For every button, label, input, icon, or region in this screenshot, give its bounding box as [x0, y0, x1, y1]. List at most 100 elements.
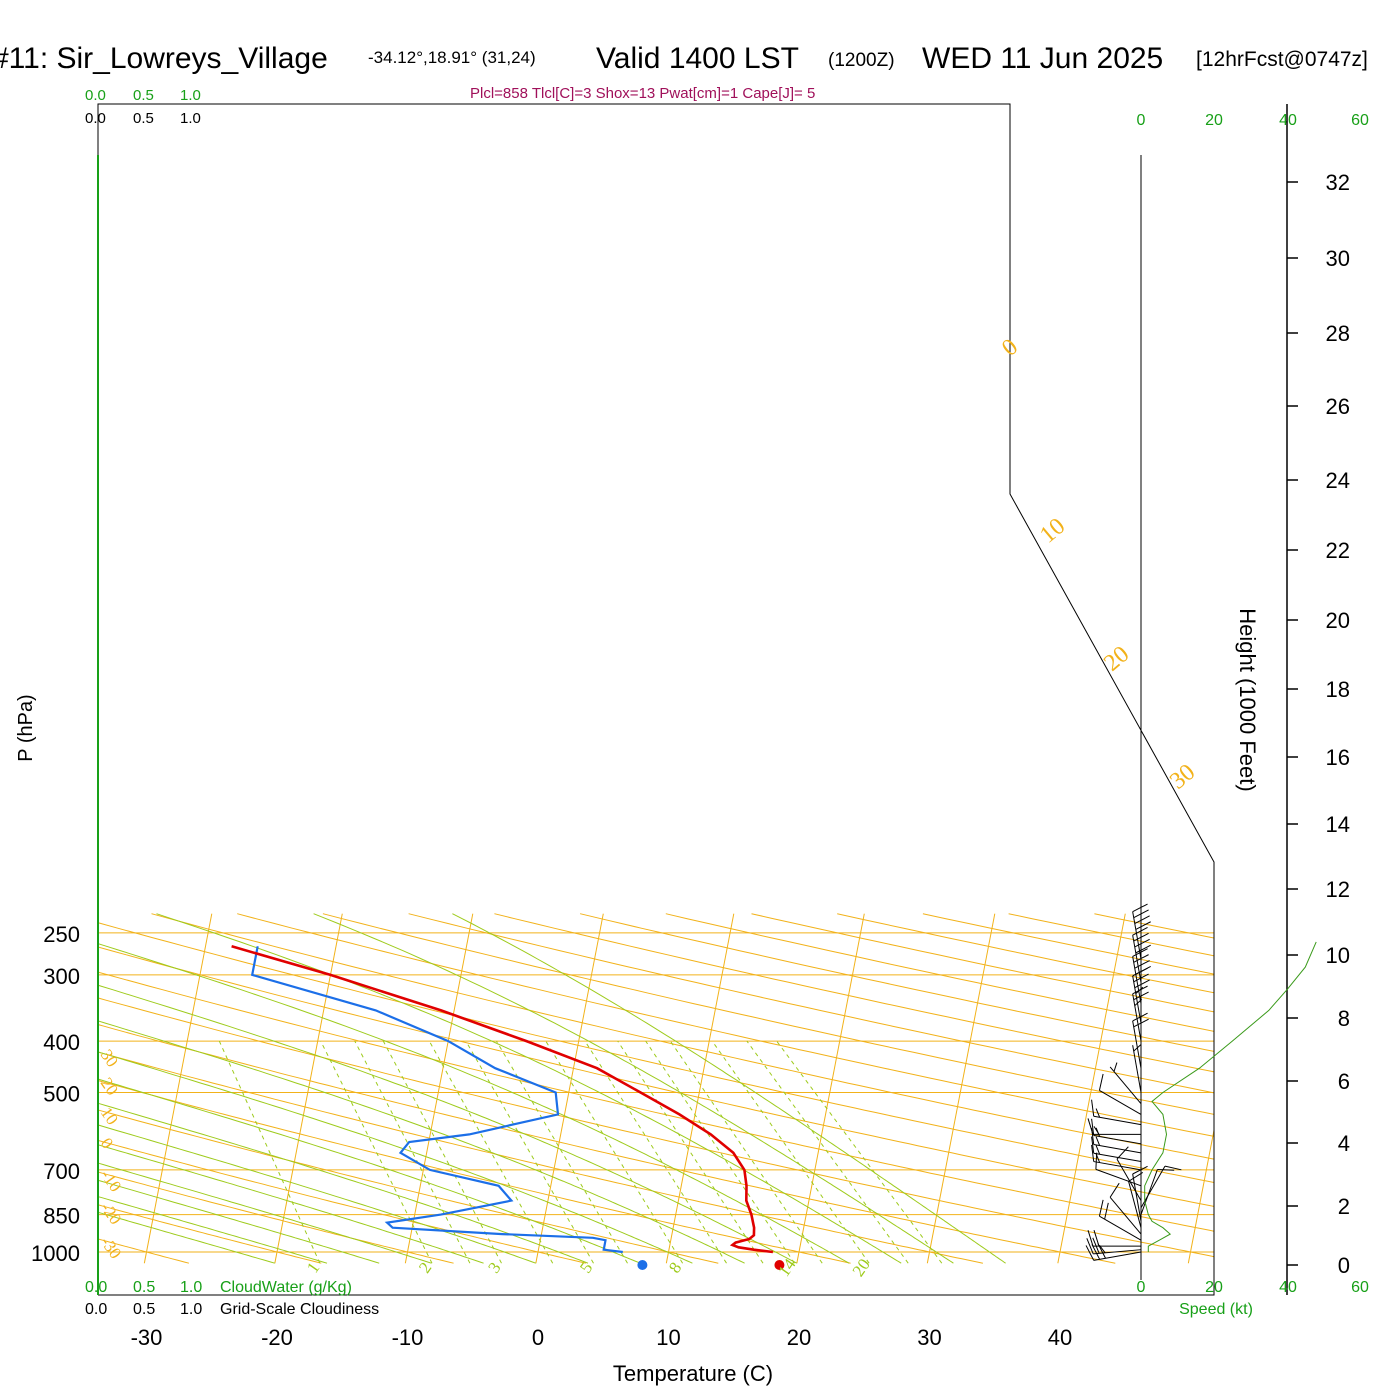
wind-barb-feather-850-0: [1157, 1168, 1175, 1171]
cw-tick-0: 0.0: [85, 87, 106, 104]
dry-adiabat-label-20: 20: [97, 1074, 122, 1099]
cloudwater-scale-bottom: 0.0 0.5 1.0 CloudWater (g/Kg): [85, 1279, 352, 1296]
valid-date: WED 11 Jun 2025: [922, 42, 1163, 75]
wind-barb-950: [1098, 1199, 1142, 1241]
height-tick-4: 4: [1338, 1131, 1350, 1156]
site-coords: -34.12°,18.91° (31,24): [368, 48, 536, 67]
wind-barb-feather-600-1: [1093, 1126, 1100, 1135]
isotherm-50: [1187, 913, 1214, 1264]
wind-barb-feather-1000-0: [1085, 1245, 1095, 1261]
cl-tick-1: 0.5: [133, 110, 154, 127]
isotherm-0: [535, 913, 604, 1264]
speed-profile-line: [1144, 941, 1317, 1252]
moist-adiabat-12: [98, 913, 693, 1264]
forecast-tag: [12hrFcst@0747z]: [1196, 48, 1368, 71]
x-tick-40: 40: [1048, 1325, 1072, 1350]
moist-adiabat-36: [452, 913, 1006, 1264]
wind-barb-675: [1091, 1136, 1142, 1163]
cloudiness-scale-top: 0.0 0.5 1.0: [85, 110, 201, 127]
mixing-ratio-20: [711, 1040, 870, 1264]
dry-adiabat--10: [98, 913, 454, 1264]
p-tick-850: 850: [43, 1204, 80, 1229]
spd-tick-1: 20: [1205, 112, 1223, 129]
wind-barb-feather-280-2: [1134, 915, 1150, 924]
p-tick-250: 250: [43, 922, 80, 947]
indices-line: Plcl=858 Tlcl[C]=3 Shox=13 Pwat[cm]=1 Ca…: [470, 85, 815, 102]
isotherm-label-right-10: 10: [1035, 513, 1070, 548]
moist-adiabat--20: [98, 913, 275, 1264]
wind-barb-925: [1109, 1182, 1142, 1235]
moist-adiabat--8: [98, 913, 432, 1264]
speed-scale-bottom: 0 20 40 60 Speed (kt): [1137, 1279, 1369, 1318]
spd-tick-2: 40: [1279, 112, 1297, 129]
mixing-ratio-12: [617, 1040, 764, 1264]
mixing-ratio-5: [465, 1040, 594, 1264]
moist-adiabat--12: [98, 913, 380, 1264]
dry-adiabat-10: [98, 913, 719, 1264]
wind-barb-feather-280-0: [1132, 903, 1148, 913]
cl-label: Grid-Scale Cloudiness: [220, 1301, 379, 1318]
dry-adiabat-100: [237, 913, 1214, 1264]
p-tick-300: 300: [43, 964, 80, 989]
isotherm-label-right-20: 20: [1099, 641, 1134, 676]
dry-adiabat--20: [98, 913, 322, 1264]
mixing-ratio-label-5: 5: [576, 1259, 596, 1277]
height-tick-26: 26: [1326, 394, 1350, 419]
wind-barb-feather-280-1: [1133, 909, 1149, 919]
wind-barb-feather-925-0: [1109, 1182, 1120, 1198]
wind-barb-feather-310-0: [1132, 927, 1148, 936]
wind-barb-feather-950-1: [1104, 1202, 1109, 1220]
wind-barb-575: [1091, 1099, 1142, 1126]
wind-barb-700: [1091, 1144, 1142, 1171]
dry-adiabat-140: [579, 913, 1214, 1264]
height-tick-12: 12: [1326, 877, 1350, 902]
x-tick-10: 10: [656, 1325, 680, 1350]
dry-adiabat-80: [98, 913, 1214, 1264]
wind-barb-975: [1087, 1230, 1141, 1247]
moist-adiabat-28: [156, 913, 902, 1264]
wind-barb-feather-700-0: [1091, 1144, 1095, 1162]
plot-frame: [97, 103, 1215, 1296]
height-tick-32: 32: [1326, 170, 1350, 195]
dry-adiabat-70: [98, 913, 1214, 1264]
wind-barb-staff-625: [1093, 1134, 1142, 1145]
mixing-ratio-label-14: 14: [774, 1255, 800, 1280]
dry-adiabat-150: [665, 913, 1214, 1264]
dry-adiabat-label--30: -30: [97, 1233, 126, 1262]
mixing-ratio-16: [669, 1040, 823, 1264]
wind-barb-feather-990-1: [1092, 1237, 1100, 1254]
moist-adiabat-32: [313, 913, 954, 1264]
x-tick-20: 20: [787, 1325, 811, 1350]
wind-barb-800: [1116, 1146, 1142, 1201]
speed-label: Speed (kt): [1179, 1301, 1253, 1318]
cl-tick-0: 0.0: [85, 110, 106, 127]
surface-dewpoint-marker: [637, 1260, 648, 1270]
wind-barb-staff-900: [1128, 1181, 1142, 1228]
cloudiness-scale-bottom: 0.0 0.5 1.0 Grid-Scale Cloudiness: [85, 1301, 379, 1318]
cloudwater-scale-top: 0.0 0.5 1.0: [85, 87, 201, 104]
moist-adiabat-20: [98, 913, 798, 1264]
wind-barb-feather-370-1: [1133, 973, 1149, 983]
height-tick-22: 22: [1326, 538, 1350, 563]
dry-adiabat-130: [494, 913, 1214, 1264]
height-tick-0: 0: [1338, 1253, 1350, 1278]
x-tick-0: 0: [532, 1325, 544, 1350]
wind-barb-feather-340-2: [1134, 960, 1150, 969]
wind-barb-650: [1091, 1127, 1142, 1154]
wind-barb-500: [1132, 1044, 1142, 1093]
height-tick-16: 16: [1326, 745, 1350, 770]
wind-barb-feather-650-1: [1095, 1136, 1101, 1146]
wind-barb-staff-875: [1132, 1173, 1142, 1222]
mixing-ratio-label-3: 3: [484, 1259, 504, 1277]
site-title: #11: Sir_Lowreys_Village: [0, 42, 328, 75]
wind-barb-feather-700-1: [1095, 1153, 1101, 1163]
wind-barb-staff-550: [1099, 1089, 1142, 1115]
mixing-ratio-6: [496, 1040, 628, 1264]
mixing-ratio-1: [218, 1040, 321, 1264]
height-tick-10: 10: [1326, 943, 1350, 968]
dewpoint-line: [250, 946, 623, 1254]
mixing-ratio-2.5: [354, 1040, 471, 1264]
background-lines: [98, 913, 1214, 1264]
mixing-ratio-4: [428, 1040, 554, 1264]
